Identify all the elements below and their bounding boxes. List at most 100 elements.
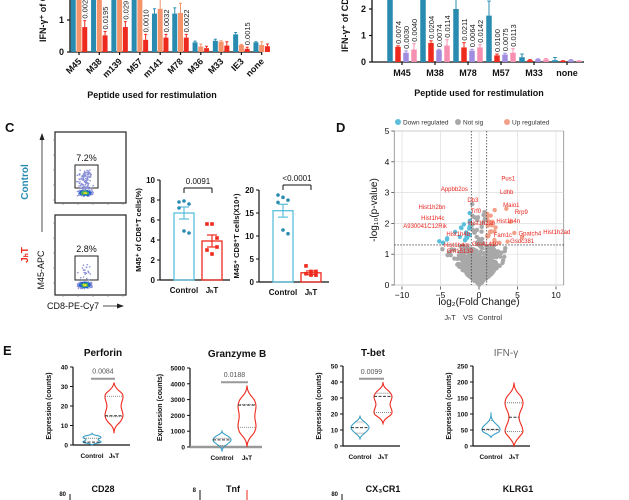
flow-event (82, 264, 85, 266)
x-tick-label: JₕT (378, 454, 388, 461)
y-tick-label: 2 (361, 4, 366, 14)
violin-plot: Granzyme B 0 1000 2000 3000 4000 5000 Expressio… (157, 349, 266, 462)
plot-title: Perforin (84, 348, 122, 359)
p-value-label: 0.0114 (443, 15, 452, 37)
data-point (445, 252, 450, 258)
data-point (477, 257, 482, 262)
bar (233, 34, 239, 52)
flow-event (85, 192, 88, 195)
bar (477, 47, 483, 62)
y-tick-label: 5000 (171, 366, 186, 373)
data-point (502, 254, 507, 260)
flow-event (86, 176, 89, 179)
y-axis-label: IFN-γ⁺ of C (38, 0, 48, 42)
x-tick-label: Control (348, 454, 371, 461)
x-tick-label: Control (479, 454, 502, 461)
bar (178, 12, 183, 53)
data-point (457, 234, 463, 239)
y-tick-label: 4000 (171, 381, 186, 388)
flow-event (76, 190, 79, 193)
violin (350, 415, 370, 440)
flow-event (88, 285, 90, 288)
gene-label: Rrp9 (515, 210, 529, 216)
flow-event (92, 191, 95, 194)
y-tick-label: 8 (193, 488, 197, 494)
data-point (479, 224, 484, 230)
data-point (470, 255, 475, 261)
bar (428, 42, 434, 62)
data-point (508, 219, 513, 225)
bar (436, 50, 442, 62)
y-tick-label: 6 (151, 216, 156, 225)
comparison-group: JₕT (444, 313, 456, 322)
legend-marker (455, 119, 461, 125)
data-point (467, 251, 472, 256)
data-point (177, 200, 181, 204)
data-point (474, 227, 480, 233)
flow-event (76, 174, 79, 177)
y-axis-label: Expression (counts) (446, 372, 453, 439)
flow-event (80, 192, 83, 194)
arrow-head-icon (39, 133, 45, 140)
gene-label: Hist1h2ad (543, 230, 570, 236)
y-tick-label: 2 (151, 256, 156, 265)
flow-event (85, 180, 87, 183)
gene-label: Hist1h4n (496, 219, 520, 225)
data-point (472, 267, 477, 272)
data-point (462, 255, 468, 260)
plot-title-partial: Tnf (226, 484, 241, 494)
gene-label: Trf0 (471, 209, 482, 215)
bar (183, 37, 189, 52)
flow-event (88, 278, 90, 281)
gate-percentage: 2.8% (76, 244, 97, 254)
gate-percentage: 7.2% (76, 153, 97, 163)
flow-event (78, 193, 81, 196)
data-point (476, 252, 481, 257)
data-point (487, 245, 493, 250)
data-point (483, 273, 489, 279)
p-value-label: 0.0015 (243, 22, 252, 45)
y-tick-label: 4 (151, 236, 156, 245)
p-value-label: 0.0099 (361, 369, 383, 376)
y-tick-label: 5 (250, 255, 255, 264)
plot-title-partial: CD28 (91, 484, 114, 494)
flow-event (91, 190, 94, 193)
flow-event (88, 266, 91, 268)
flow-event (81, 178, 83, 180)
data-point (182, 229, 186, 233)
flow-event (87, 191, 89, 194)
gene-label: Hist1h2bn (419, 205, 446, 211)
y-tick-label: 0 (464, 444, 468, 451)
x-tick-label: none (244, 56, 266, 78)
y-tick-label: 30 (331, 396, 339, 403)
flow-event (86, 169, 88, 172)
data-point (465, 270, 470, 276)
gene-label: Fam1c (494, 233, 512, 239)
flow-event (78, 182, 81, 185)
x-tick-label: M45 (64, 56, 83, 75)
flow-event (84, 283, 87, 286)
data-point (491, 268, 496, 274)
data-point (440, 246, 445, 252)
flow-event (86, 178, 89, 180)
flow-y-axis-label: M45-APC (36, 250, 46, 290)
legend-label: Up regulated (512, 120, 550, 127)
data-point (486, 218, 491, 224)
data-point (474, 234, 479, 240)
data-point (519, 235, 525, 240)
p-value-label: 0.0040 (410, 19, 419, 42)
y-tick-label: 3000 (171, 397, 186, 404)
data-point (281, 228, 285, 232)
data-point (490, 219, 495, 224)
p-value-label: 0.0030 (402, 26, 411, 49)
y-tick-label: 0 (59, 47, 64, 57)
y-tick-label: 3 (385, 188, 390, 198)
data-point (276, 193, 280, 197)
x-tick-label: JₕT (109, 453, 119, 460)
data-point (475, 264, 481, 270)
flow-event (83, 287, 86, 290)
y-tick-label: 250 (457, 364, 468, 371)
y-tick-label: 50 (461, 428, 469, 435)
flow-event (91, 188, 93, 191)
flow-event (81, 174, 84, 177)
